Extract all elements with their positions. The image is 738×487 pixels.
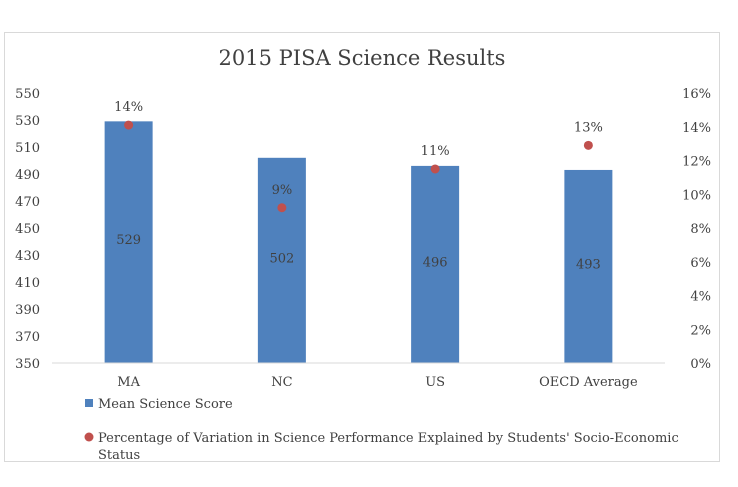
left-axis-tick-label: 550 — [15, 87, 40, 102]
left-axis-tick-label: 370 — [15, 330, 40, 345]
bar-series: 529 502 496 493 — [104, 121, 613, 363]
right-axis-tick-label: 16% — [682, 87, 711, 102]
left-axis-tick-label: 350 — [15, 357, 40, 372]
legend-label-dot-line1: Percentage of Variation in Science Perfo… — [98, 431, 679, 446]
point-value-label: 14% — [114, 100, 143, 115]
bar — [411, 165, 460, 363]
category-label: MA — [117, 375, 140, 390]
bar-value-label: 496 — [423, 255, 448, 270]
bar — [104, 121, 153, 363]
left-axis-tick-label: 470 — [15, 195, 40, 210]
point — [124, 120, 134, 130]
legend-label-bar: Mean Science Score — [98, 397, 233, 412]
right-axis-tick-label: 8% — [690, 222, 711, 237]
bar-value-label: 529 — [116, 233, 141, 248]
point-value-label: 13% — [574, 120, 603, 135]
left-axis-tick-label: 510 — [15, 141, 40, 156]
left-axis-tick-label: 430 — [15, 249, 40, 264]
point — [277, 203, 287, 213]
legend-label-dot-line2: Status — [98, 448, 140, 463]
point-value-label: 11% — [421, 144, 450, 159]
left-axis-tick-label: 530 — [15, 114, 40, 129]
right-axis-tick-label: 10% — [682, 188, 711, 203]
bar — [564, 169, 613, 363]
category-label: US — [425, 375, 445, 390]
right-axis-tick-label: 0% — [690, 357, 711, 372]
legend: Mean Science Score Percentage of Variati… — [84, 397, 679, 463]
point-value-label: 9% — [272, 183, 293, 198]
right-axis-tick-label: 12% — [682, 155, 711, 170]
bar-value-label: 493 — [576, 257, 601, 272]
right-axis-tick-label: 14% — [682, 121, 711, 136]
bar — [257, 157, 306, 363]
category-label: NC — [271, 375, 292, 390]
right-axis-tick-label: 4% — [690, 290, 711, 305]
right-axis-tick-label: 6% — [690, 256, 711, 271]
point — [430, 164, 440, 174]
left-axis-tick-label: 450 — [15, 222, 40, 237]
chart-title: 2015 PISA Science Results — [219, 46, 506, 70]
left-axis-tick-label: 390 — [15, 303, 40, 318]
left-axis-tick-label: 490 — [15, 168, 40, 183]
right-axis-tick-label: 2% — [690, 323, 711, 338]
category-labels: MA NC US OECD Average — [117, 375, 638, 390]
legend-swatch-dot — [84, 432, 94, 442]
point — [583, 140, 593, 150]
category-label: OECD Average — [539, 375, 638, 390]
right-axis-ticks: 0% 2% 4% 6% 8% 10% 12% 14% 16% — [682, 87, 711, 372]
legend-swatch-bar — [85, 399, 93, 407]
left-axis-ticks: 350 370 390 410 430 450 470 490 510 530 550 — [15, 87, 40, 372]
bar-value-label: 502 — [269, 251, 294, 266]
point-series: 14% 9% 11% 13% — [114, 100, 603, 213]
left-axis-tick-label: 410 — [15, 276, 40, 291]
